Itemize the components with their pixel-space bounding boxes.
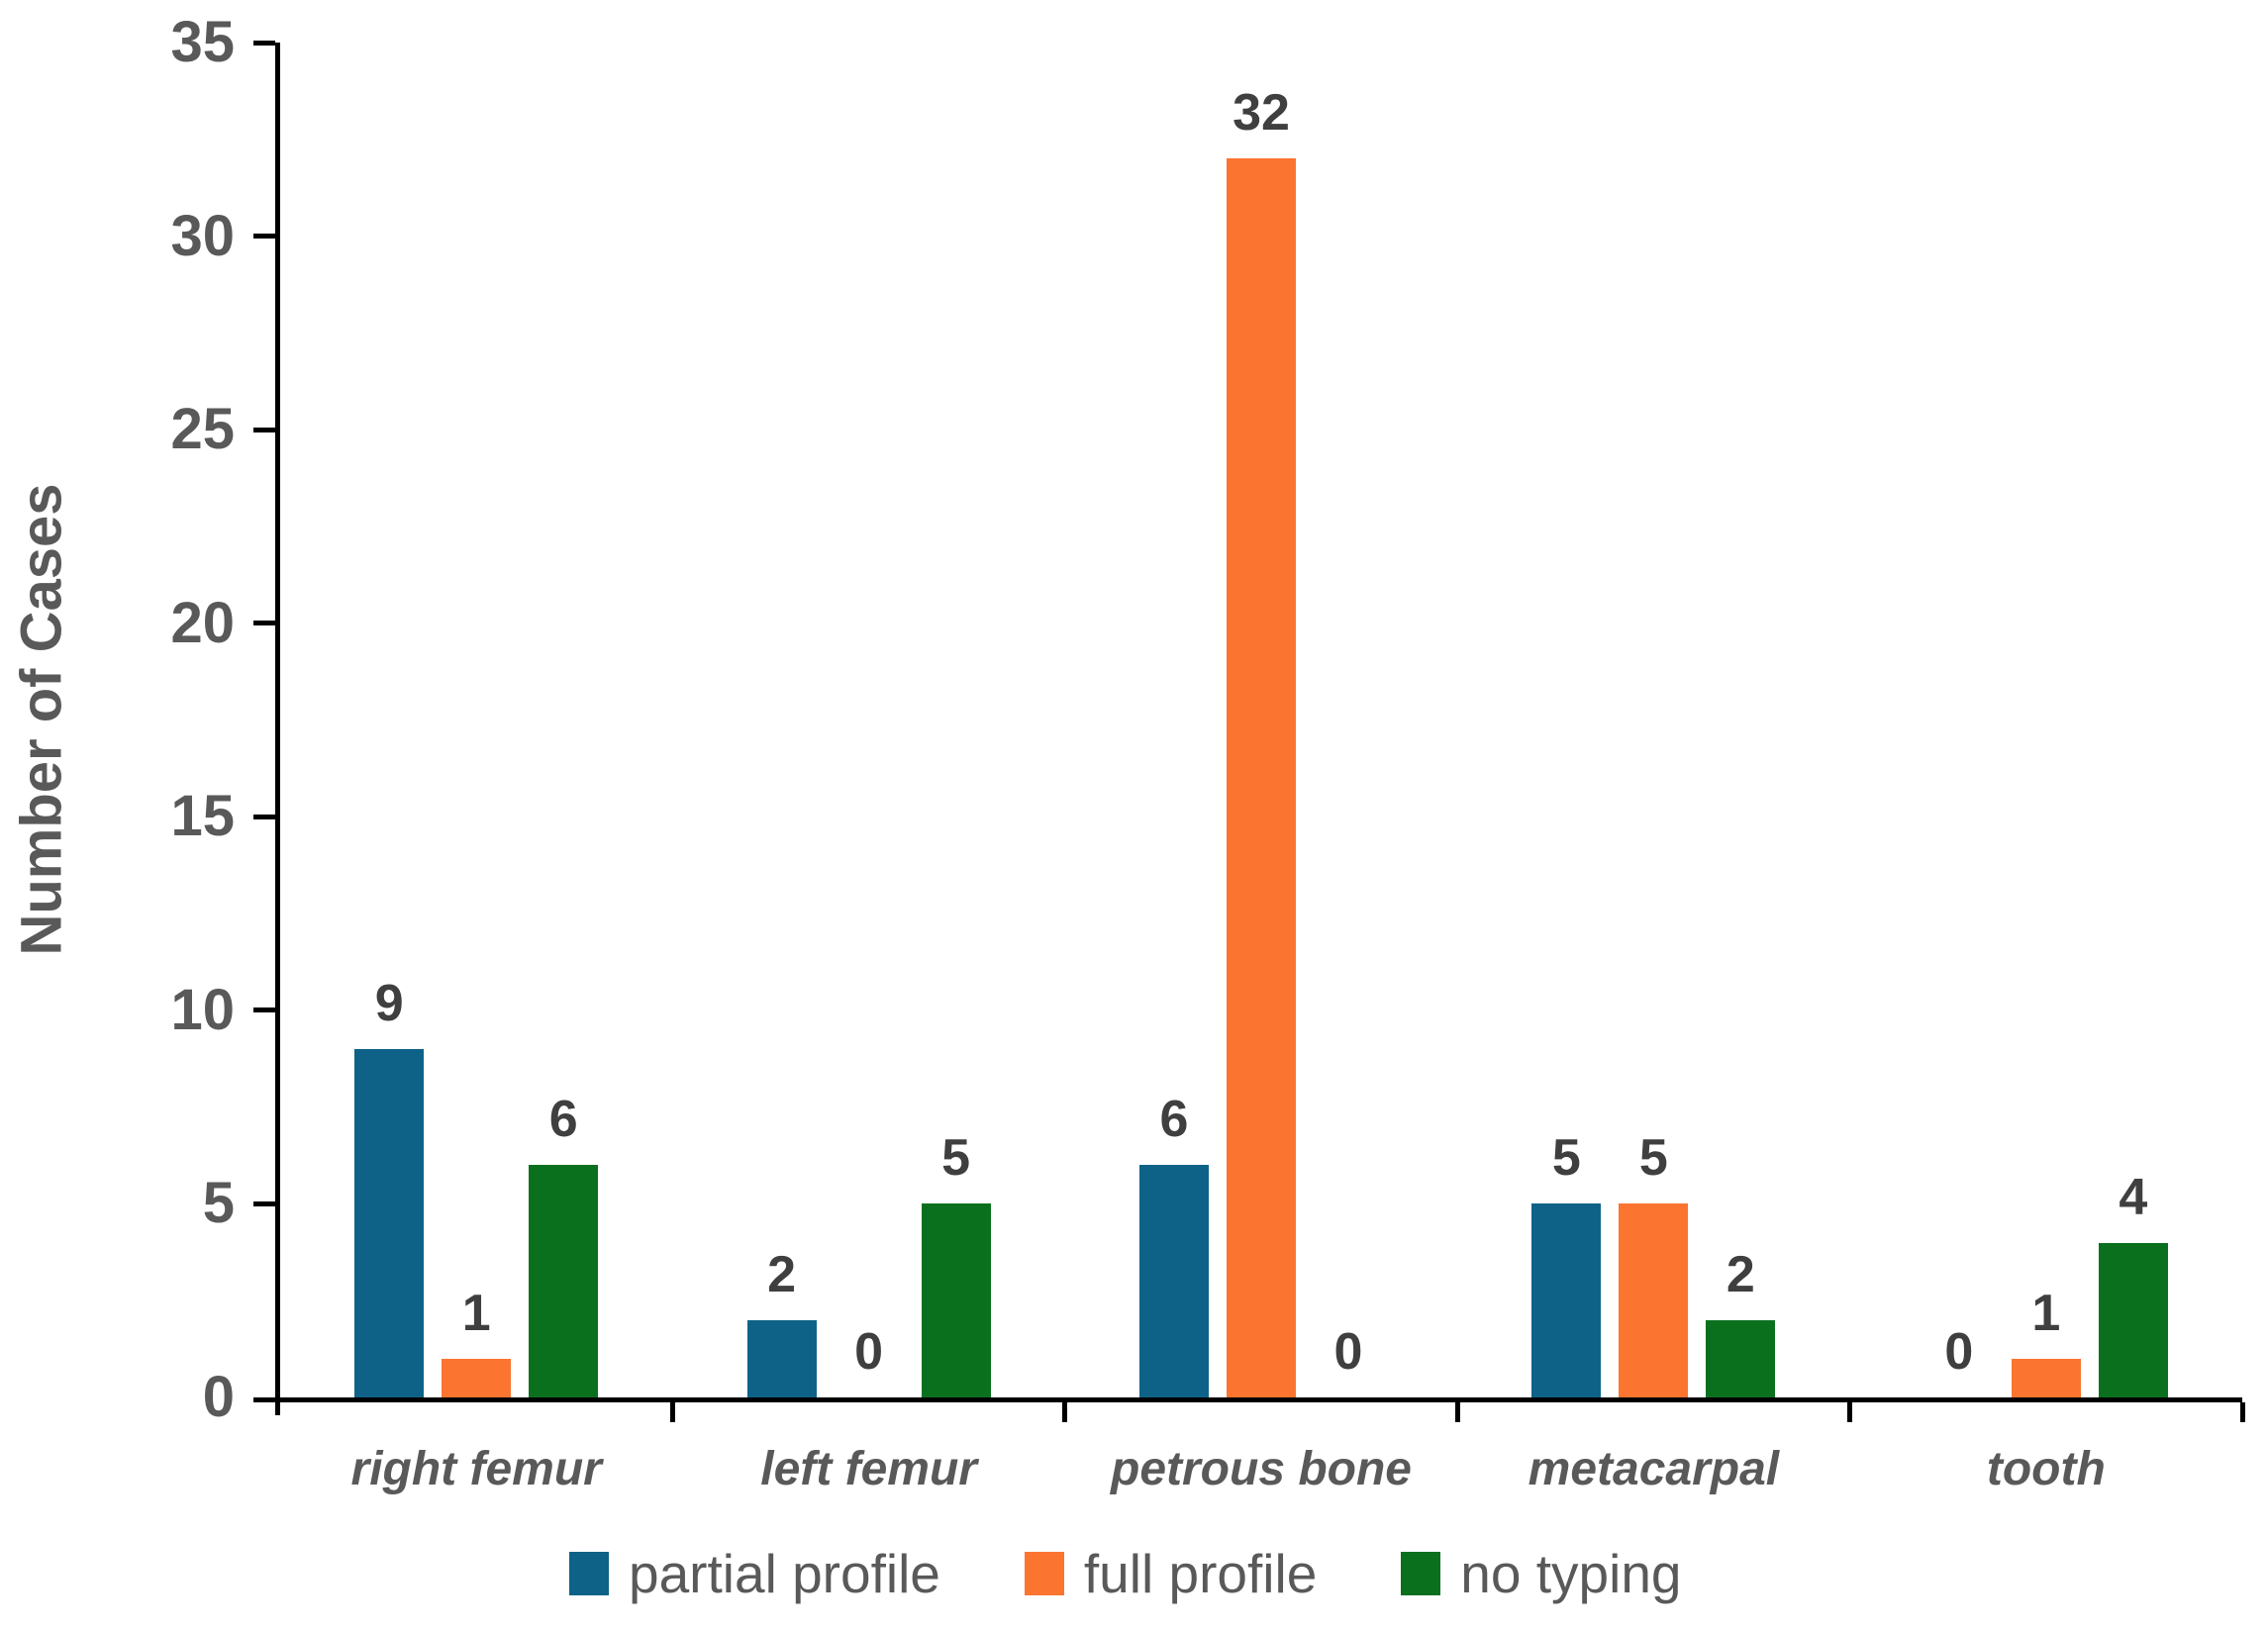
y-axis-tick xyxy=(253,1200,275,1206)
bar xyxy=(2011,1358,2081,1397)
value-label: 0 xyxy=(1333,1323,1363,1381)
value-label: 5 xyxy=(1638,1129,1668,1188)
legend-swatch-icon xyxy=(1024,1552,1064,1595)
y-axis-title: Number of Cases xyxy=(9,483,74,956)
value-label: 5 xyxy=(941,1129,971,1188)
value-label: 1 xyxy=(2031,1284,2061,1342)
legend-item: partial profile xyxy=(569,1542,940,1605)
x-category-label: left femur xyxy=(760,1443,977,1495)
bar xyxy=(921,1203,991,1397)
y-axis-tick xyxy=(253,234,275,240)
value-label: 2 xyxy=(1726,1245,1755,1303)
y-tick-label: 10 xyxy=(170,977,235,1042)
y-axis-tick xyxy=(253,1007,275,1013)
y-tick-label: 15 xyxy=(170,784,235,849)
value-label: 9 xyxy=(374,974,404,1032)
value-label: 6 xyxy=(1159,1091,1189,1149)
bar xyxy=(1706,1319,1776,1397)
bar xyxy=(354,1048,425,1397)
value-label: 6 xyxy=(548,1091,578,1149)
legend-label: full profile xyxy=(1083,1543,1318,1604)
x-axis-tick xyxy=(669,1402,675,1422)
legend-swatch-icon xyxy=(1401,1552,1441,1595)
y-axis-tick xyxy=(253,814,275,819)
y-tick-label: 0 xyxy=(202,1365,235,1429)
bar xyxy=(1139,1165,1209,1397)
bar xyxy=(2098,1242,2168,1397)
y-axis-tick xyxy=(253,427,275,432)
value-label: 1 xyxy=(461,1284,491,1342)
y-axis-tick xyxy=(253,621,275,626)
x-category-label: tooth xyxy=(1986,1443,2106,1495)
y-tick-label: 35 xyxy=(170,10,235,74)
x-category-label: right femur xyxy=(350,1443,602,1495)
value-label: 0 xyxy=(854,1323,884,1381)
value-label: 5 xyxy=(1551,1129,1581,1188)
legend-swatch-icon xyxy=(569,1552,609,1595)
x-axis-tick xyxy=(1847,1402,1853,1422)
y-tick-label: 30 xyxy=(170,203,235,268)
x-category-label: petrous bone xyxy=(1110,1443,1413,1495)
x-axis-tick xyxy=(1062,1402,1068,1422)
y-axis-tick xyxy=(253,40,275,46)
bar xyxy=(1531,1203,1602,1397)
x-axis-tick xyxy=(2239,1402,2245,1422)
bar xyxy=(746,1319,817,1397)
bar xyxy=(529,1165,599,1397)
x-category-label: metacarpal xyxy=(1528,1443,1780,1495)
legend-label: no typing xyxy=(1460,1543,1682,1604)
x-axis-tick xyxy=(1454,1402,1460,1422)
y-axis-line xyxy=(275,43,280,1415)
y-tick-label: 5 xyxy=(202,1171,235,1236)
legend-label: partial profile xyxy=(629,1543,940,1604)
x-axis-line xyxy=(253,1397,2242,1402)
bar xyxy=(442,1358,512,1397)
legend: partial profile full profile no typing xyxy=(569,1542,1682,1605)
y-tick-label: 25 xyxy=(170,397,235,462)
value-label: 32 xyxy=(1233,84,1290,143)
value-label: 0 xyxy=(1944,1323,1974,1381)
legend-item: no typing xyxy=(1401,1542,1682,1605)
y-tick-label: 20 xyxy=(170,590,235,655)
bar xyxy=(1619,1203,1689,1397)
value-label: 4 xyxy=(2119,1168,2148,1226)
legend-item: full profile xyxy=(1024,1542,1318,1605)
value-label: 2 xyxy=(767,1245,797,1303)
bar xyxy=(1227,158,1296,1397)
